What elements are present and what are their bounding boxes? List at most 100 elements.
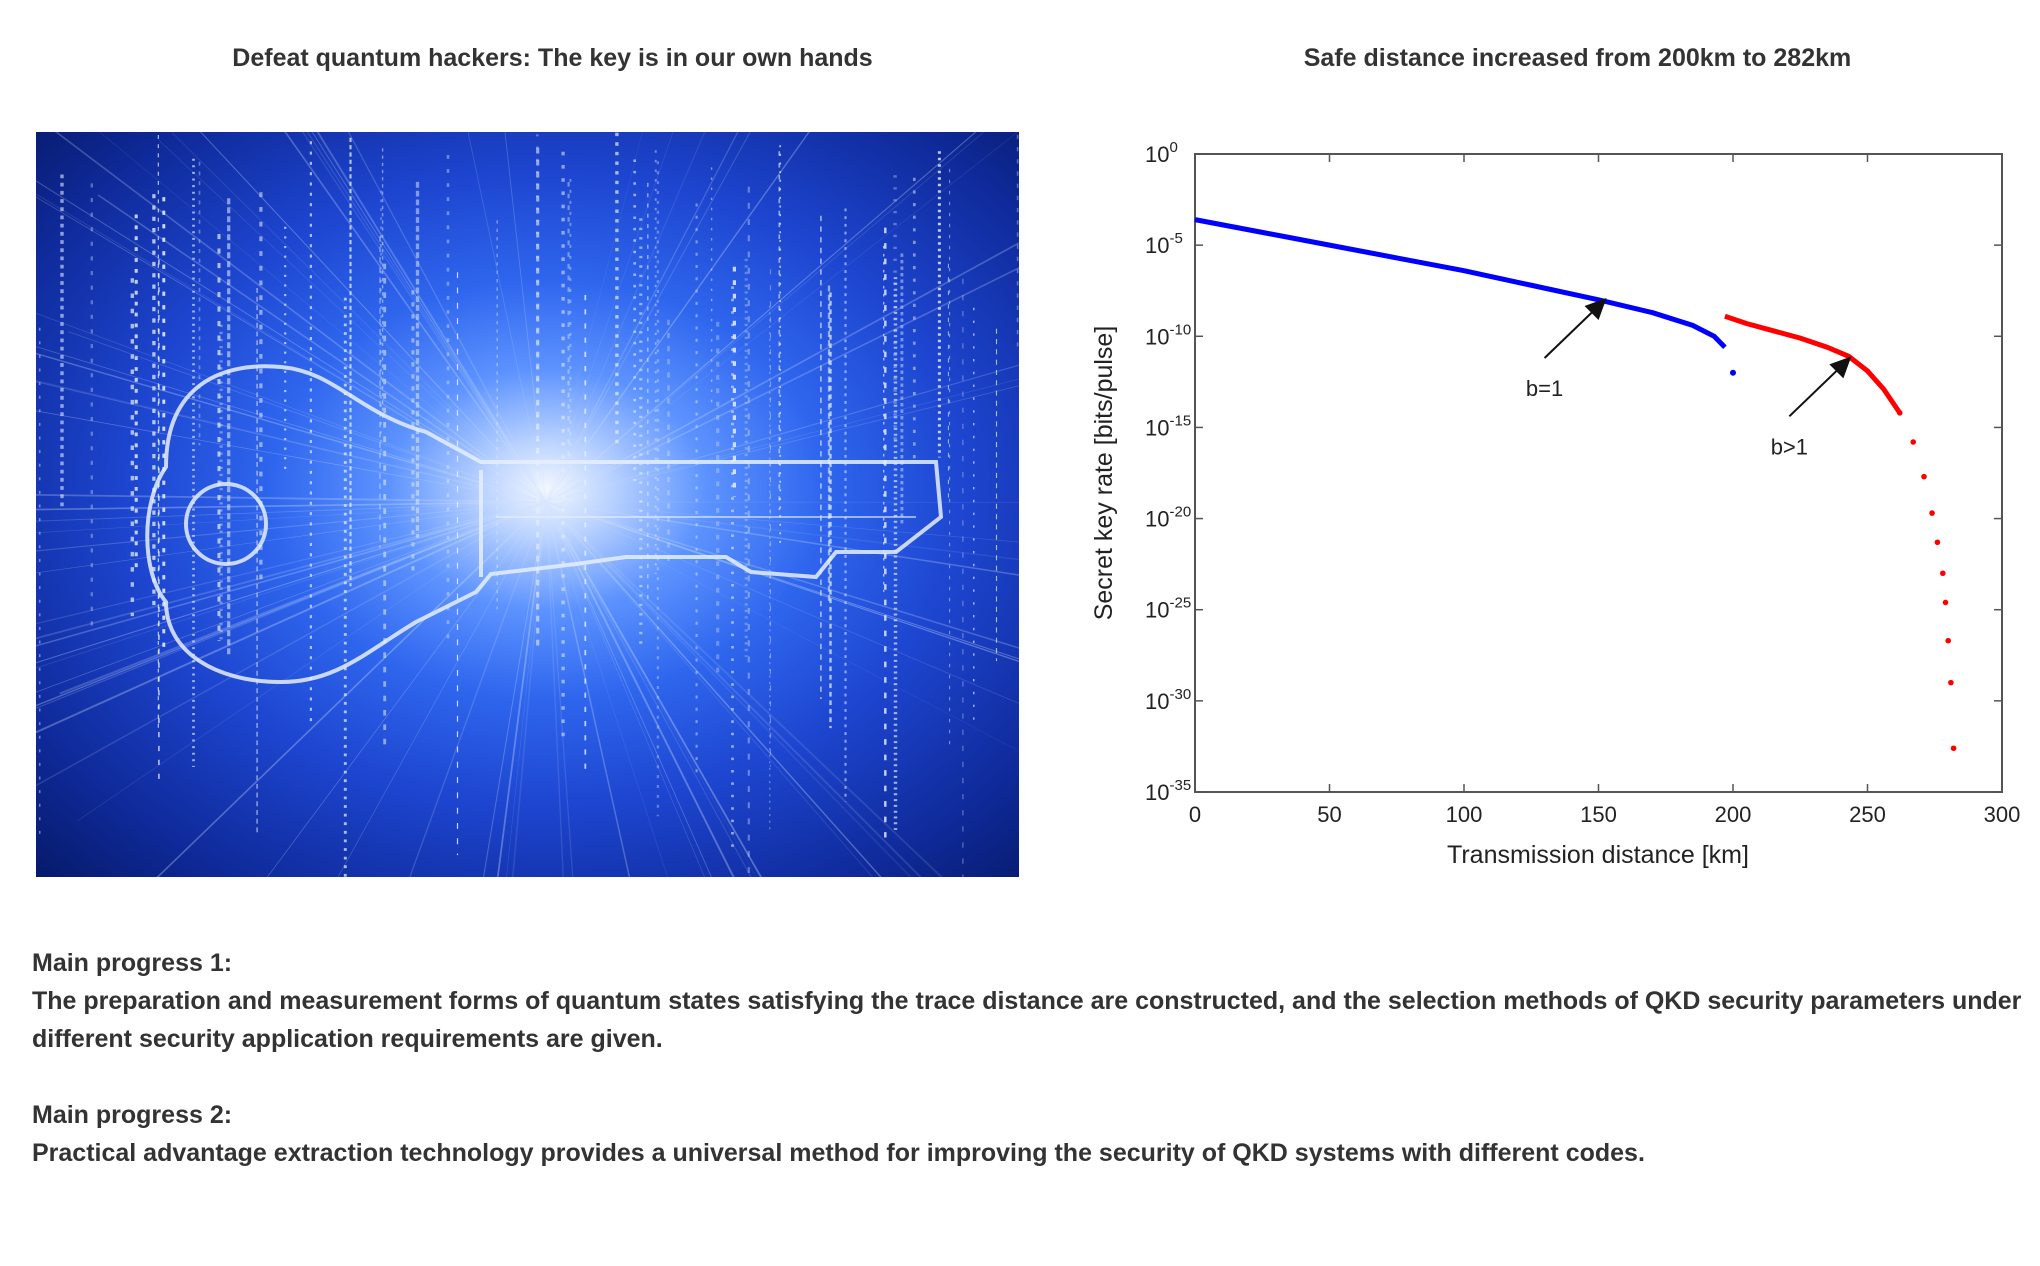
light-ray [54,132,547,503]
light-ray [337,501,547,877]
annotation-label: b=1 [1526,376,1563,401]
y-tick-exponent: -25 [1169,595,1191,612]
y-tick-exponent: -35 [1169,777,1191,794]
y-tick-label: 10-25 [1145,595,1191,623]
series-b-gt-1-point [1945,637,1951,644]
light-ray [545,501,922,877]
y-tick-base: 10 [1145,689,1169,714]
light-ray [506,501,547,877]
light-ray [36,381,547,503]
light-ray [36,180,547,503]
light-ray [545,501,874,877]
light-ray [36,352,547,503]
y-tick-exponent: -30 [1169,686,1191,703]
series-b-gt-1-point [1942,599,1949,606]
light-ray [284,132,547,503]
x-tick-label: 300 [1984,802,2021,827]
light-ray [36,501,547,787]
light-ray [545,501,1019,561]
light-ray [545,242,1019,503]
light-ray [545,266,1019,503]
series-b-gt-1-point [1929,510,1935,516]
annotation-arrow [1788,363,1845,418]
light-ray [36,501,547,511]
light-ray [36,501,547,734]
progress-1-heading: Main progress 1: [32,949,233,977]
light-ray [545,501,669,877]
series-layer [1194,217,1957,752]
y-tick-exponent: -20 [1169,504,1191,521]
key-rate-chart: 0 50 100 150 200 250 300 10010-510-1010-1510-2… [1090,139,2021,869]
light-ray [545,501,943,877]
x-tick-label: 150 [1580,802,1617,827]
progress-2-text: Practical advantage extraction technolog… [32,1139,1645,1167]
light-ray [76,501,547,822]
light-ray [545,132,706,503]
x-tick-label: 250 [1849,802,1886,827]
y-tick-label: 10-5 [1145,230,1183,258]
light-ray [36,312,547,503]
series-b-gt-1-point [1950,745,1957,752]
annotation-arrowhead [1829,356,1852,379]
light-ray [302,132,547,503]
light-ray [545,501,631,877]
light-ray [545,501,1019,649]
y-axis-title: Secret key rate [bits/pulse] [1090,326,1118,621]
x-tick-label: 50 [1317,802,1341,827]
light-ray [545,132,810,503]
light-ray [36,501,547,647]
light-ray [545,501,735,877]
progress-2-heading: Main progress 2: [32,1101,233,1129]
light-ray [545,501,574,877]
left-caption: Defeat quantum hackers: The key is in ou… [232,44,873,72]
light-ray [59,501,547,695]
light-ray [36,501,547,693]
y-tick-label: 10-30 [1145,686,1191,714]
x-axis-title: Transmission distance [km] [1447,841,1749,869]
light-ray [545,132,985,503]
x-tick-label: 200 [1715,802,1752,827]
progress-1-text: The preparation and measurement forms of… [32,987,2022,1053]
light-ray [306,132,547,503]
y-tick-base: 10 [1145,780,1169,805]
y-tick-label: 10-10 [1145,321,1191,349]
y-tick-exponent: -10 [1169,321,1191,338]
light-ray [409,501,547,877]
light-ray [36,501,547,534]
y-tick-exponent: -5 [1169,230,1182,247]
light-ray [156,501,547,877]
light-ray [311,132,547,503]
light-ray [545,501,1019,660]
light-ray [545,132,739,503]
y-tick-base: 10 [1145,415,1169,440]
y-tick-base: 10 [1145,324,1169,349]
annotation-arrow [1543,305,1600,359]
light-ray [483,501,547,877]
light-ray [545,501,762,877]
light-ray [36,501,547,707]
y-tick-base: 10 [1145,233,1169,258]
annotation-layer: b=1 b>1 [1526,298,1852,459]
light-ray [36,501,547,647]
light-ray [496,501,547,877]
light-ray [467,132,547,503]
light-ray [171,132,547,503]
light-ray [36,501,547,625]
light-ray [68,331,547,503]
light-ray [99,132,547,503]
light-ray [267,501,547,877]
annotation-label: b>1 [1771,434,1808,459]
light-ray [200,132,547,503]
progress-1: Main progress 1: The preparation and mea… [32,944,2022,1058]
series-b1-point [1730,369,1736,376]
y-tick-label: 100 [1145,139,1178,167]
plot-frame [1194,153,2003,793]
light-ray [36,501,547,669]
light-ray [36,501,547,664]
series-b-gt-1-point [1896,410,1903,416]
series-b-gt-1-point [1921,473,1927,480]
light-ray [36,346,547,503]
light-ray [504,132,547,503]
light-ray [482,501,547,877]
